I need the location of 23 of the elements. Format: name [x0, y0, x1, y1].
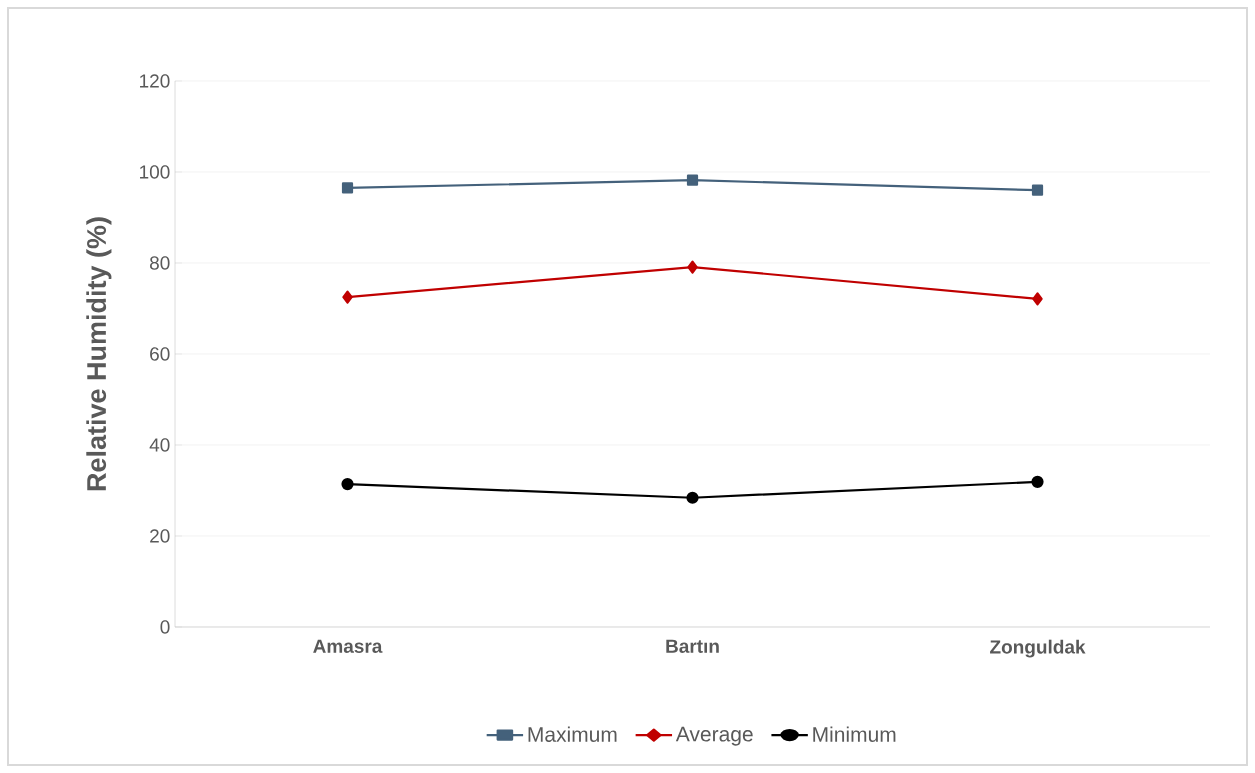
legend-label: Maximum — [528, 726, 617, 742]
y-tick-label: 0 — [160, 620, 170, 634]
y-tick-label: 80 — [150, 256, 170, 270]
point — [1031, 184, 1044, 196]
point — [1032, 292, 1043, 306]
x-tick-label: Bartın — [666, 639, 719, 653]
x-tick-label: Amasra — [313, 639, 383, 653]
y-tick-label: 100 — [140, 165, 170, 179]
point — [687, 260, 698, 274]
point — [342, 290, 353, 304]
legend-label: Average — [675, 726, 753, 746]
y-tick-label: 120 — [140, 74, 170, 88]
y-tick-label: 40 — [149, 438, 170, 452]
legend-label: Minimum — [813, 726, 896, 742]
y-tick-label: 20 — [150, 529, 170, 543]
point — [341, 478, 354, 491]
point — [686, 491, 699, 504]
y-tick-label: 60 — [150, 347, 170, 361]
point — [1031, 475, 1044, 488]
point — [341, 182, 354, 194]
y-axis-title: Relative Humidity (%) — [86, 217, 112, 491]
point — [686, 174, 699, 186]
x-tick-label: Zonguldak — [990, 639, 1086, 658]
